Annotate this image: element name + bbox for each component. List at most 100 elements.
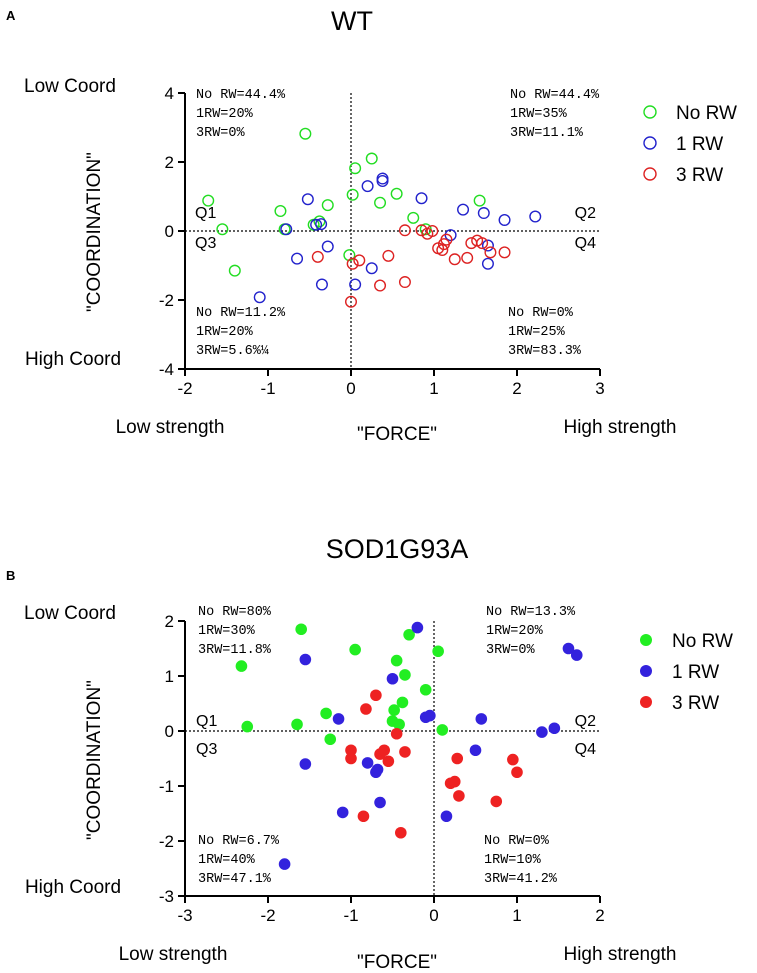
panel-a-y-tick-label: -2 xyxy=(159,291,174,310)
panel-b-x-tick-label: -2 xyxy=(260,906,275,925)
panel-a-point-1-rw xyxy=(361,180,374,193)
panel-a-low-strength-label: Low strength xyxy=(116,417,225,438)
panel-b-letter: B xyxy=(6,568,15,583)
panel-a-stat-bottom-left: 3RW=5.6%¼ xyxy=(196,344,270,359)
panel-b-point-1-rw xyxy=(475,713,488,725)
panel-b-point-3-rw xyxy=(345,752,357,765)
panel-a-point-no-rw xyxy=(365,152,378,165)
panel-b-point-3-rw xyxy=(448,775,461,788)
panel-b-legend-marker-3-rw xyxy=(640,696,652,708)
panel-a-stat-top-left: No RW=44.4% xyxy=(196,88,286,103)
panel-a-point-3-rw xyxy=(398,276,411,289)
panel-a-point-1-rw xyxy=(481,239,494,252)
panel-b-y-tick-label: 2 xyxy=(165,612,174,631)
panel-b-stat-bottom-right: 3RW=41.2% xyxy=(484,872,558,887)
panel-a-y-tick-label: 0 xyxy=(165,222,174,241)
panel-b-point-3-rw xyxy=(382,755,395,768)
panel-a-point-no-rw xyxy=(407,211,420,224)
panel-b-y-tick-label: -2 xyxy=(159,832,174,851)
panel-a-high-strength-label: High strength xyxy=(563,417,676,438)
panel-b-y-tick-label: -1 xyxy=(159,777,174,796)
panel-a-point-1-rw xyxy=(315,218,328,231)
panel-a-point-3-rw xyxy=(498,246,511,259)
panel-b-legend-label-3-rw: 3 RW xyxy=(672,693,719,714)
panel-b-point-3-rw xyxy=(378,744,391,757)
panel-b-y-tick-label: 1 xyxy=(165,667,174,686)
panel-a-point-no-rw xyxy=(202,194,215,207)
panel-a-point-3-rw xyxy=(346,257,359,270)
panel-a-point-no-rw xyxy=(473,194,486,207)
panel-a-point-3-rw xyxy=(345,295,358,308)
panel-b-point-3-rw xyxy=(360,703,372,715)
panel-b-x-axis-label: "FORCE" xyxy=(357,952,437,973)
panel-a-stat-top-right: 1RW=35% xyxy=(510,107,568,122)
panel-b-y-axis-label: "COORDINATION" xyxy=(84,680,105,840)
panel-b-x-tick-label: 0 xyxy=(429,906,438,925)
panel-a-stat-top-right: No RW=44.4% xyxy=(510,88,600,103)
panel-a-point-1-rw xyxy=(253,291,266,304)
panel-a-point-1-rw xyxy=(280,223,293,236)
panel-b-point-no-rw xyxy=(403,628,415,641)
panel-a-point-1-rw xyxy=(457,203,470,216)
panel-b-point-no-rw xyxy=(241,720,254,733)
panel-b-point-no-rw xyxy=(291,718,303,731)
panel-a-x-tick-label: 2 xyxy=(512,379,521,398)
panel-a-point-3-rw xyxy=(440,233,453,246)
panel-a-stat-top-right: 3RW=11.1% xyxy=(510,126,584,141)
panel-a-x-tick-label: 0 xyxy=(346,379,355,398)
panel-a-point-no-rw xyxy=(374,196,387,209)
panel-b-high-strength-label: High strength xyxy=(563,944,676,965)
panel-a-x-tick-label: 3 xyxy=(595,379,604,398)
panel-a-title: WT xyxy=(331,6,373,36)
panel-a-point-3-rw xyxy=(374,279,387,292)
panel-a-stat-top-left: 3RW=0% xyxy=(196,126,246,141)
panel-a-point-no-rw xyxy=(228,264,241,277)
panel-b-point-3-rw xyxy=(490,795,503,808)
panel-b-point-3-rw xyxy=(395,826,407,839)
panel-b-point-no-rw xyxy=(388,704,400,716)
panel-b-stat-top-left: No RW=80% xyxy=(198,605,272,620)
panel-b-stat-top-right: No RW=13.3% xyxy=(486,605,576,620)
panel-b-point-3-rw xyxy=(390,727,403,740)
panel-a-point-1-rw xyxy=(310,218,323,231)
panel-a-point-no-rw xyxy=(274,204,287,217)
panel-b-point-no-rw xyxy=(390,654,403,667)
panel-b-point-1-rw xyxy=(562,642,575,655)
panel-b-point-no-rw xyxy=(436,724,449,736)
panel-a-point-no-rw xyxy=(390,187,403,200)
panel-a-point-1-rw xyxy=(315,278,328,291)
panel-a-point-1-rw xyxy=(477,207,490,220)
panel-b-point-1-rw xyxy=(536,726,548,738)
panel-b-point-1-rw xyxy=(570,649,583,661)
panel-b-point-3-rw xyxy=(357,810,370,823)
panel-b-point-1-rw xyxy=(374,796,386,809)
panel-a-point-3-rw xyxy=(353,254,366,267)
panel-b-stat-top-right: 3RW=0% xyxy=(486,643,536,658)
panel-a-letter: A xyxy=(6,8,16,23)
panel-a-stat-bottom-left: 1RW=20% xyxy=(196,325,254,340)
panel-a-q3-label: Q3 xyxy=(195,235,216,252)
panel-b-x-tick-label: -1 xyxy=(343,906,358,925)
panel-a-point-no-rw xyxy=(313,215,326,228)
panel-b-stat-bottom-left: No RW=6.7% xyxy=(198,834,280,849)
panel-a-y-tick-label: -4 xyxy=(159,360,174,379)
panel-b-point-1-rw xyxy=(336,806,349,819)
panel-b-point-3-rw xyxy=(453,790,465,802)
panel-b-stat-top-right: 1RW=20% xyxy=(486,624,544,639)
panel-b-point-no-rw xyxy=(295,623,308,636)
panel-b-legend-label-no-rw: No RW xyxy=(672,631,733,652)
panel-b-point-1-rw xyxy=(548,722,561,735)
panel-a-point-1-rw xyxy=(529,210,542,223)
panel-b-point-1-rw xyxy=(361,757,374,769)
panel-b-point-no-rw xyxy=(320,707,332,720)
panel-b-high-coord-label: High Coord xyxy=(25,877,121,898)
panel-b-stat-bottom-right: No RW=0% xyxy=(484,834,550,849)
panel-a-legend-label-3-rw: 3 RW xyxy=(676,165,723,186)
panel-a-stat-bottom-right: 1RW=25% xyxy=(508,325,566,340)
panel-a-point-no-rw xyxy=(216,223,229,236)
panel-a-point-1-rw xyxy=(291,252,304,265)
panel-b-stat-bottom-left: 3RW=47.1% xyxy=(198,872,272,887)
panel-a-point-3-rw xyxy=(448,253,461,266)
panel-a-stat-bottom-right: 3RW=83.3% xyxy=(508,344,582,359)
panel-a-point-no-rw xyxy=(299,127,312,140)
